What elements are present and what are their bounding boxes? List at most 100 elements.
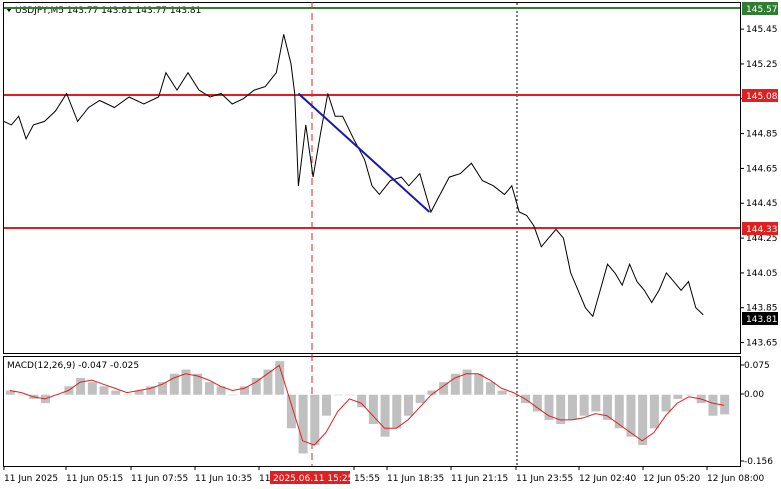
price-axis-tick-label: 145.25	[746, 60, 778, 70]
macd-histogram-bar	[485, 382, 495, 395]
macd-histogram-bar	[204, 382, 214, 395]
macd-histogram-bar	[626, 394, 636, 437]
macd-histogram-bar	[439, 382, 449, 395]
macd-histogram-bar	[357, 394, 367, 408]
current-price-tag	[742, 312, 778, 325]
time-highlight-tag	[270, 471, 350, 484]
time-axis-label: 11 Jun 07:55	[131, 474, 188, 484]
macd-signal-line	[9, 364, 725, 446]
macd-histogram-bar	[111, 390, 121, 395]
time-axis-label: 11 Jun 21:15	[451, 474, 508, 484]
time-axis-label: 12 Jun 08:00	[707, 474, 764, 484]
macd-histogram-bar	[497, 390, 507, 395]
time-highlight-label: 2025.06.11 15:25	[273, 474, 353, 484]
macd-histogram-bar	[286, 394, 296, 429]
price-axis-tick-label: 144.05	[746, 269, 778, 279]
price-series-line	[3, 34, 704, 318]
macd-histogram-bar	[134, 390, 144, 395]
macd-histogram-bar	[474, 373, 484, 395]
macd-histogram-bar	[556, 394, 566, 425]
macd-histogram-bar	[427, 390, 437, 395]
price-axis[interactable]: 145.45145.25145.05144.85144.65144.45144.…	[740, 25, 778, 349]
macd-histogram-bar	[368, 394, 378, 425]
macd-histogram-bar	[415, 394, 425, 404]
macd-axis-tick-label: -0.156	[744, 457, 773, 467]
macd-histogram-bar	[333, 394, 343, 396]
price-axis-tick-label: 144.25	[746, 234, 778, 244]
macd-histogram-bar	[345, 394, 355, 396]
macd-histogram-bar	[462, 369, 472, 395]
macd-histogram-bar	[591, 394, 601, 412]
macd-histogram-bar	[228, 394, 238, 396]
level-tag-label: 144.33	[746, 225, 778, 235]
macd-histogram-bar	[685, 394, 695, 396]
time-axis[interactable]: 11 Jun 2025 11 Jun 05:15 11 Jun 07:55 11 Ju…	[3, 466, 764, 484]
level-tag	[742, 2, 778, 15]
level-tag	[742, 89, 778, 102]
price-axis-tick-label: 143.85	[746, 304, 778, 314]
macd-histogram-bar	[240, 386, 250, 395]
time-axis-label: 11	[259, 474, 270, 484]
macd-histogram-bar	[17, 394, 27, 396]
macd-histogram-bar	[403, 394, 413, 416]
price-axis-tick-label: 144.85	[746, 130, 778, 140]
symbol-header: USDJPY,M5 143.77 143.81 143.77 143.81	[15, 6, 201, 16]
macd-histogram-bar	[544, 394, 554, 420]
level-tag-label: 145.57	[746, 5, 778, 15]
level-tag-label: 145.08	[746, 92, 778, 102]
time-axis-label: 11 Jun 18:35	[387, 474, 444, 484]
macd-histogram-bar	[158, 382, 168, 395]
time-axis-label: 11 Jun 10:35	[195, 474, 252, 484]
macd-histogram-bar	[638, 394, 648, 446]
macd-histogram-bar	[708, 394, 718, 416]
price-axis-tick-label: 144.45	[746, 199, 778, 209]
time-axis-label: 12 Jun 02:40	[579, 474, 636, 484]
macd-pane[interactable]	[3, 356, 741, 467]
price-pane[interactable]	[3, 2, 741, 354]
trend-line[interactable]	[297, 92, 431, 213]
macd-histogram-bar	[310, 394, 320, 446]
macd-histogram-bar	[661, 394, 671, 412]
macd-histogram-bar	[649, 394, 659, 429]
macd-histogram	[5, 361, 730, 454]
macd-histogram-bar	[169, 373, 179, 395]
macd-histogram-bar	[122, 394, 132, 396]
macd-histogram-bar	[322, 394, 332, 416]
macd-histogram-bar	[567, 394, 577, 420]
macd-axis-tick-label: 0.00	[744, 390, 764, 400]
time-axis-label: 11 Jun 2025	[4, 474, 58, 484]
macd-histogram-bar	[298, 394, 308, 454]
macd-histogram-bar	[509, 394, 519, 396]
macd-axis-tick-label: 0.075	[744, 361, 770, 371]
macd-histogram-bar	[87, 382, 97, 395]
level-price-tags: 145.57 145.08 144.33	[742, 2, 778, 235]
time-axis-label: 15:55	[354, 474, 380, 484]
macd-histogram-bar	[251, 377, 261, 395]
macd-histogram-bar	[76, 377, 86, 395]
time-axis-label: 11 Jun 05:15	[66, 474, 123, 484]
macd-histogram-bar	[380, 394, 390, 437]
macd-histogram-bar	[614, 394, 624, 429]
macd-histogram-bar	[193, 373, 203, 395]
macd-histogram-bar	[579, 394, 589, 416]
macd-histogram-bar	[603, 394, 613, 420]
macd-header: MACD(12,26,9) -0.047 -0.025	[7, 361, 139, 371]
level-tag	[742, 222, 778, 235]
macd-histogram-bar	[275, 361, 285, 395]
current-price-label: 143.81	[746, 315, 778, 325]
level-lines[interactable]	[4, 7, 740, 229]
macd-histogram-bar	[99, 386, 109, 395]
macd-histogram-bar	[181, 369, 191, 395]
macd-histogram-bar	[263, 369, 273, 395]
time-axis-label: 12 Jun 05:20	[643, 474, 700, 484]
macd-histogram-bar	[532, 394, 542, 412]
macd-histogram-bar	[720, 394, 730, 415]
macd-histogram-bar	[673, 394, 683, 399]
macd-histogram-bar	[216, 386, 226, 395]
time-axis-label: 11 Jun 23:55	[516, 474, 573, 484]
macd-histogram-bar	[5, 390, 15, 395]
price-axis-tick-label: 143.65	[746, 339, 778, 349]
macd-axis[interactable]: 0.075 0.00 -0.156	[740, 361, 773, 467]
macd-histogram-bar	[392, 394, 402, 429]
